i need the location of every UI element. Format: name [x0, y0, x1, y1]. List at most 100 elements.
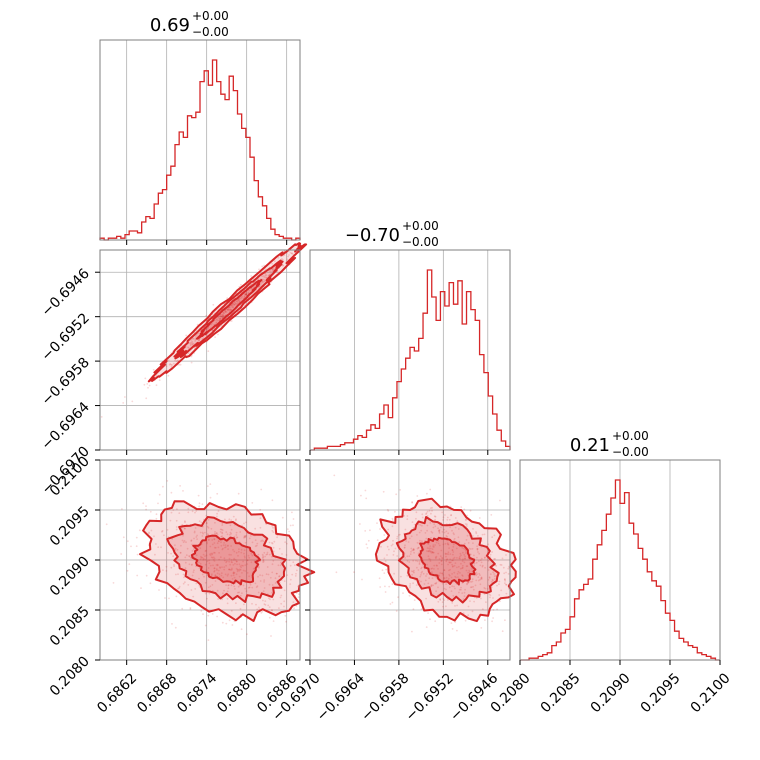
scatter-point-0-453 [264, 274, 267, 277]
scatter-point-1-399 [274, 582, 277, 584]
scatter-point-1-394 [229, 533, 231, 536]
scatter-point-1-387 [226, 545, 229, 547]
scatter-point-1-555 [228, 553, 231, 556]
scatter-point-1-172 [249, 583, 252, 586]
scatter-point-1-362 [230, 574, 233, 577]
scatter-point-1-481 [268, 583, 271, 586]
scatter-point-0-465 [124, 396, 126, 398]
scatter-point-1-7 [268, 606, 271, 608]
scatter-point-0-163 [187, 352, 190, 355]
scatter-point-2-684 [451, 628, 454, 630]
scatter-point-2-321 [382, 490, 385, 493]
scatter-point-2-203 [404, 528, 407, 531]
scatter-point-1-514 [243, 552, 245, 555]
scatter-point-0-367 [212, 303, 215, 306]
scatter-point-1-386 [145, 508, 148, 511]
scatter-point-2-134 [360, 494, 362, 497]
scatter-point-1-243 [209, 554, 212, 557]
scatter-point-2-126 [430, 550, 432, 553]
scatter-point-1-564 [209, 483, 212, 485]
scatter-point-2-1 [470, 581, 472, 583]
scatter-point-2-144 [496, 608, 498, 611]
scatter-point-1-278 [221, 531, 224, 534]
scatter-point-1-81 [176, 508, 178, 510]
scatter-point-1-619 [201, 573, 204, 576]
scatter-point-2-317 [409, 553, 412, 555]
scatter-point-2-324 [438, 530, 440, 532]
scatter-point-2-13 [435, 581, 438, 584]
scatter-point-1-480 [206, 541, 208, 543]
scatter-point-2-375 [481, 565, 484, 568]
scatter-point-2-193 [442, 605, 444, 608]
scatter-point-0-608 [228, 307, 230, 309]
scatter-point-1-485 [216, 563, 219, 566]
scatter-point-1-261 [256, 608, 259, 611]
scatter-point-0-610 [241, 295, 244, 298]
scatter-point-1-649 [207, 567, 210, 569]
scatter-point-2-456 [465, 525, 468, 527]
scatter-point-1-626 [289, 583, 292, 585]
scatter-point-1-416 [272, 526, 274, 529]
scatter-point-1-76 [207, 527, 210, 529]
scatter-point-2-39 [361, 578, 363, 581]
scatter-point-2-533 [353, 571, 355, 573]
scatter-point-1-229 [293, 607, 295, 610]
scatter-point-1-18 [216, 589, 219, 592]
scatter-point-1-687 [175, 528, 178, 531]
scatter-point-2-427 [443, 576, 445, 579]
scatter-point-2-536 [413, 599, 416, 601]
scatter-point-2-29 [438, 562, 441, 564]
x-tick-label-0-3: 0.6880 [214, 670, 260, 716]
scatter-point-1-235 [202, 613, 204, 615]
scatter-point-2-36 [412, 570, 415, 573]
scatter-point-1-473 [221, 621, 224, 624]
scatter-point-1-596 [267, 604, 270, 607]
y-tick-label-2-2: 0.2090 [47, 554, 93, 600]
scatter-point-1-292 [248, 537, 251, 540]
x-tick-label-2-4: 0.2100 [688, 670, 734, 716]
scatter-point-2-56 [458, 541, 461, 543]
scatter-point-2-108 [479, 574, 481, 576]
scatter-point-1-539 [218, 540, 220, 543]
scatter-point-2-696 [391, 517, 394, 520]
scatter-point-1-118 [175, 573, 177, 576]
scatter-point-1-525 [236, 570, 239, 573]
scatter-point-1-675 [280, 602, 283, 605]
scatter-point-1-324 [227, 587, 230, 590]
scatter-point-1-356 [206, 597, 208, 600]
scatter-point-2-450 [498, 580, 501, 583]
scatter-point-1-436 [184, 527, 186, 530]
scatter-point-1-123 [198, 520, 201, 523]
scatter-point-2-218 [434, 620, 437, 623]
scatter-point-0-443 [147, 386, 149, 389]
scatter-point-2-433 [504, 619, 506, 622]
scatter-point-1-671 [194, 511, 196, 514]
scatter-point-1-126 [283, 600, 286, 603]
scatter-point-0-114 [232, 306, 235, 308]
scatter-point-0-369 [263, 280, 266, 282]
scatter-point-2-697 [411, 501, 414, 504]
scatter-point-1-316 [257, 553, 260, 556]
scatter-point-0-611 [218, 318, 221, 320]
scatter-point-2-165 [450, 576, 453, 579]
scatter-point-1-372 [222, 544, 225, 546]
scatter-point-0-261 [261, 265, 264, 268]
tick-layer: 0.68620.68680.68740.68800.6886−0.6970−0.… [39, 240, 734, 725]
scatter-point-1-688 [266, 551, 269, 554]
scatter-point-0-305 [245, 293, 248, 295]
scatter-point-1-226 [236, 568, 239, 571]
scatter-point-2-424 [493, 575, 496, 578]
scatter-point-0-507 [234, 302, 237, 305]
scatter-point-1-359 [171, 623, 173, 625]
scatter-point-2-169 [445, 558, 448, 561]
scatter-point-1-21 [169, 519, 172, 522]
scatter-point-1-150 [244, 535, 247, 537]
scatter-point-1-661 [135, 545, 138, 548]
scatter-point-0-287 [263, 264, 265, 267]
scatter-point-1-267 [204, 531, 206, 534]
scatter-point-2-274 [466, 565, 469, 567]
scatter-point-2-416 [441, 572, 444, 575]
scatter-point-0-239 [192, 342, 195, 345]
scatter-point-2-69 [458, 557, 461, 560]
